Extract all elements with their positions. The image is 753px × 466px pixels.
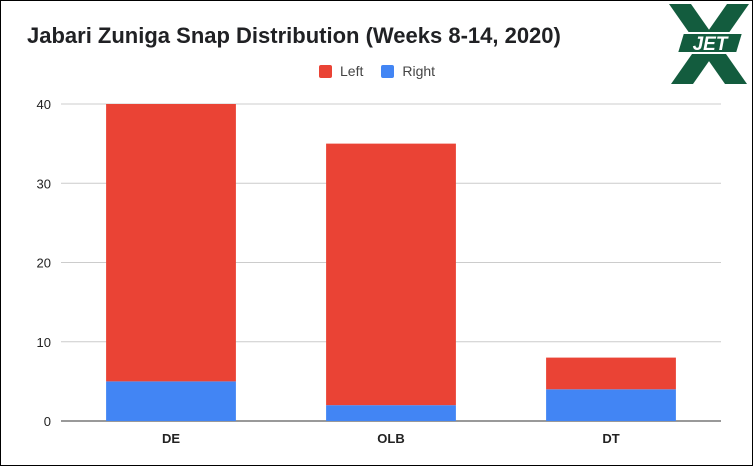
bar-layer	[106, 104, 676, 421]
legend-label-right: Right	[402, 63, 436, 79]
chart-legend: Left Right	[319, 63, 453, 79]
bar-right-olb	[326, 405, 456, 421]
legend-swatch-left	[319, 64, 332, 78]
legend-label-left: Left	[340, 63, 364, 79]
x-tick-label: OLB	[377, 431, 404, 446]
logo-text: JET	[693, 34, 729, 55]
bar-right-de	[106, 381, 236, 421]
jets-x-logo-icon: JET	[669, 4, 749, 84]
y-tick-label: 10	[37, 335, 51, 350]
chart-title: Jabari Zuniga Snap Distribution (Weeks 8…	[27, 23, 561, 48]
y-tick-label: 0	[44, 414, 51, 429]
x-tick-label: DE	[162, 431, 180, 446]
legend-item-left: Left	[319, 63, 363, 79]
legend-item-right: Right	[381, 63, 435, 79]
y-tick-label: 40	[37, 97, 51, 112]
axis-layer: 0 10 20 30 40 DE OLB DT	[37, 97, 620, 446]
x-tick-label: DT	[602, 431, 619, 446]
y-tick-label: 20	[37, 256, 51, 271]
bar-left-de	[106, 104, 236, 382]
bar-left-dt	[546, 357, 676, 390]
y-tick-label: 30	[37, 176, 51, 191]
legend-swatch-right	[381, 64, 395, 78]
logo-jet-band	[675, 32, 745, 54]
bar-right-dt	[546, 389, 676, 421]
bar-left-olb	[326, 143, 456, 406]
